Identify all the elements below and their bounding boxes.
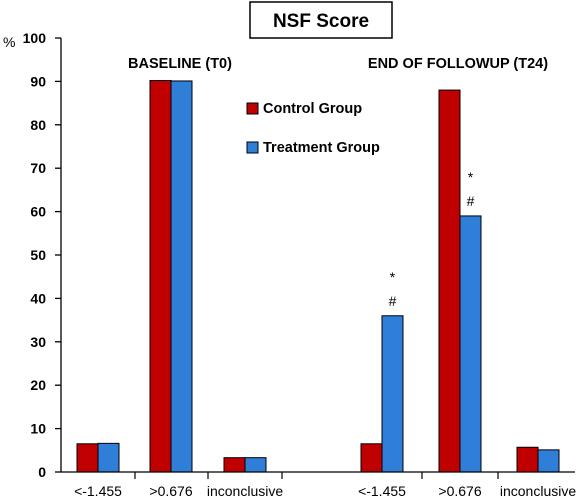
y-tick-label: 10 — [30, 421, 46, 437]
x-tick-label: inconclusive — [500, 483, 576, 499]
y-tick-label: 40 — [30, 290, 46, 306]
bar-treatment — [244, 457, 267, 473]
significance-mark: * — [468, 169, 474, 185]
bar-treatment — [97, 442, 120, 473]
y-tick-label: 60 — [30, 204, 46, 220]
bar-treatment — [170, 80, 193, 473]
x-tick-label: >0.676 — [438, 483, 481, 499]
legend: Control Group Treatment Group — [246, 101, 380, 156]
x-tick-label: <-1.455 — [358, 483, 406, 499]
significance-mark: * — [390, 269, 396, 285]
bar-control — [149, 80, 172, 473]
legend-label: Control Group — [263, 101, 362, 117]
y-axis: 0 10 20 30 40 50 60 70 80 90 100 — [23, 30, 62, 480]
bar-control — [438, 89, 461, 473]
significance-mark: # — [389, 293, 397, 309]
annotations: * # * # — [389, 169, 475, 309]
bar-control — [223, 457, 246, 473]
y-tick-label: 100 — [23, 30, 47, 46]
bars — [76, 80, 560, 473]
bar-treatment — [537, 449, 560, 473]
y-tick-label: 20 — [30, 377, 46, 393]
legend-swatch — [246, 141, 259, 154]
chart-title: NSF Score — [273, 11, 369, 32]
y-tick-label: 0 — [38, 464, 46, 480]
y-axis-label: % — [3, 34, 15, 50]
title-box — [249, 1, 393, 39]
legend-swatch — [246, 102, 259, 115]
group-labels: BASELINE (T0) END OF FOLLOWUP (T24) — [128, 56, 548, 72]
legend-label: Treatment Group — [263, 140, 380, 156]
y-tick-label: 70 — [30, 160, 46, 176]
x-tick-label: inconclusive — [207, 483, 283, 499]
x-axis: <-1.455 >0.676 inconclusive <-1.455 >0.676 in… — [61, 471, 576, 499]
x-tick-label: >0.676 — [149, 483, 192, 499]
group-label: BASELINE (T0) — [128, 56, 232, 72]
bar-control — [516, 446, 539, 473]
bar-control — [360, 443, 383, 473]
y-tick-label: 80 — [30, 117, 46, 133]
bar-treatment — [381, 315, 404, 473]
y-tick-label: 90 — [30, 73, 46, 89]
y-tick-label: 50 — [30, 247, 46, 263]
y-tick-label: 30 — [30, 334, 46, 350]
bar-treatment — [459, 215, 482, 473]
x-tick-label: <-1.455 — [74, 483, 122, 499]
significance-mark: # — [467, 193, 475, 209]
group-label: END OF FOLLOWUP (T24) — [368, 56, 548, 72]
bar-control — [76, 443, 99, 473]
